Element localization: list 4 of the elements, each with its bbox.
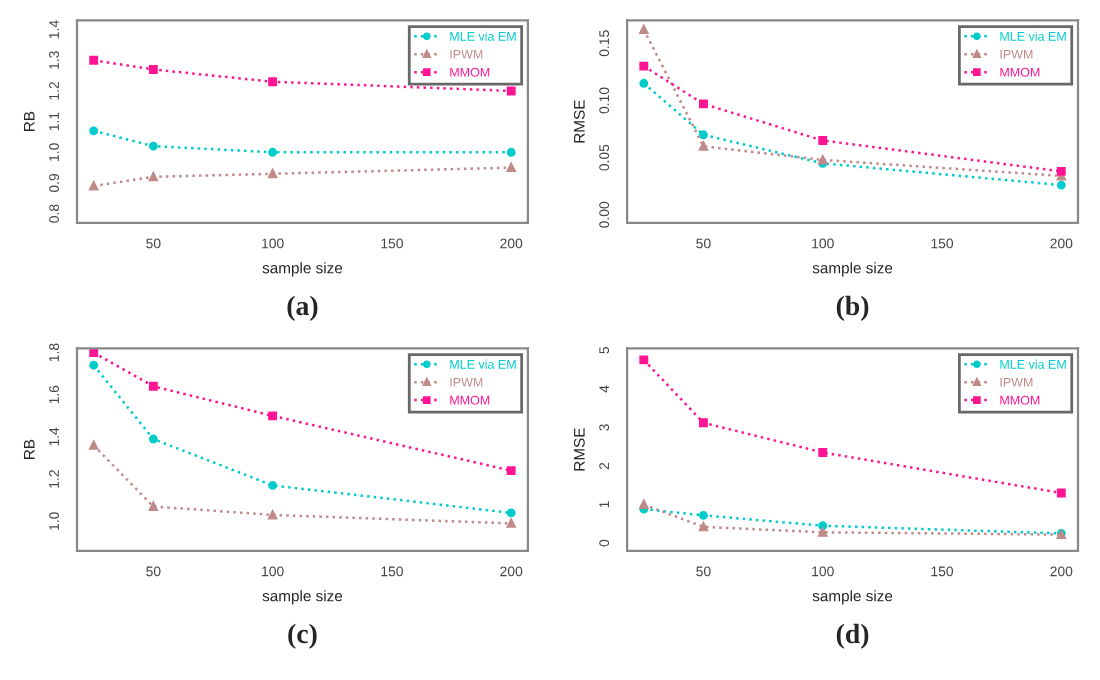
text: (c) bbox=[288, 623, 317, 649]
text: (a) bbox=[287, 295, 318, 321]
text: (b) bbox=[836, 295, 869, 321]
text: (d) bbox=[836, 623, 869, 649]
